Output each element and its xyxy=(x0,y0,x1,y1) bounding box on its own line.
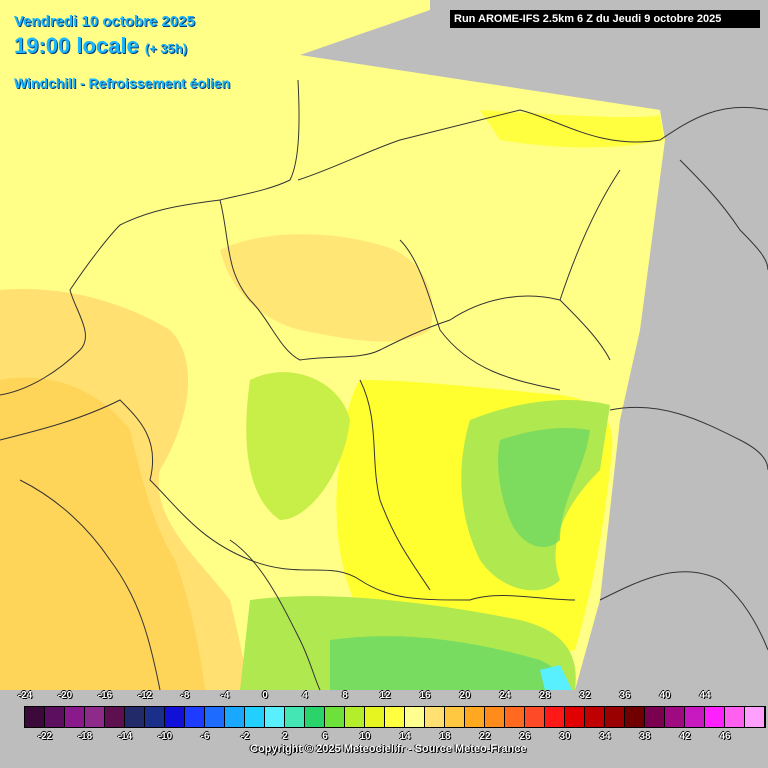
legend-top-label: 4 xyxy=(302,690,308,701)
legend-top-label: 32 xyxy=(579,690,591,701)
legend-color-cell xyxy=(685,707,705,727)
forecast-lead-time: (+ 35h) xyxy=(144,41,188,56)
legend-color-cell xyxy=(605,707,625,727)
orange-zone-north xyxy=(220,234,433,342)
legend-color-cell xyxy=(585,707,605,727)
forecast-time-value: 19:00 locale xyxy=(14,33,139,58)
legend-bottom-label: 42 xyxy=(679,731,691,742)
legend-bottom-label: -22 xyxy=(37,731,53,742)
legend-top-label: -8 xyxy=(180,690,190,701)
legend-top-label: 40 xyxy=(659,690,671,701)
legend-bottom-label: 2 xyxy=(282,731,288,742)
legend-bottom-label: 30 xyxy=(559,731,571,742)
legend-color-cell xyxy=(145,707,165,727)
legend-bottom-label: 10 xyxy=(359,731,371,742)
legend-top-label: 36 xyxy=(619,690,631,701)
borders xyxy=(0,79,768,691)
legend-top-label: 20 xyxy=(459,690,471,701)
legend-bottom-label: -2 xyxy=(240,731,250,742)
legend-color-cell xyxy=(425,707,445,727)
forecast-time: 19:00 locale (+ 35h) xyxy=(14,33,187,59)
legend-bottom-label: -14 xyxy=(117,731,133,742)
legend-bottom-label: -6 xyxy=(200,731,210,742)
legend-color-cell xyxy=(485,707,505,727)
legend-color-cell xyxy=(465,707,485,727)
legend-top-label: -12 xyxy=(137,690,153,701)
orange-zone-west-dark xyxy=(0,377,205,690)
legend-bottom-label: -18 xyxy=(77,731,93,742)
color-legend: -24 -20 -16 -12 -8 -4 0 4 8 12 16 20 24 28 32 36 40 44 -2… xyxy=(0,686,768,768)
legend-top-label: 8 xyxy=(342,690,348,701)
cyan-zone-alps xyxy=(540,665,572,690)
legend-color-cell xyxy=(205,707,225,727)
green-zone-east-dark xyxy=(498,428,590,548)
legend-color-cell xyxy=(325,707,345,727)
legend-color-cell xyxy=(245,707,265,727)
legend-bottom-label: 18 xyxy=(439,731,451,742)
legend-bottom-label: 46 xyxy=(719,731,731,742)
legend-color-cell xyxy=(705,707,725,727)
legend-color-cell xyxy=(285,707,305,727)
legend-color-cell xyxy=(225,707,245,727)
legend-color-cell xyxy=(165,707,185,727)
legend-bottom-label: 26 xyxy=(519,731,531,742)
legend-top-label: -20 xyxy=(57,690,73,701)
forecast-date: Vendredi 10 octobre 2025 xyxy=(14,13,195,30)
legend-color-cell xyxy=(85,707,105,727)
legend-color-cell xyxy=(745,707,765,727)
legend-color-cell xyxy=(505,707,525,727)
parameter-title: Windchill - Refroissement éolien xyxy=(14,75,231,91)
legend-top-label: -24 xyxy=(17,690,33,701)
legend-top-label: -4 xyxy=(220,690,230,701)
legend-color-cell xyxy=(405,707,425,727)
legend-top-label: -16 xyxy=(97,690,113,701)
legend-bottom-label: 14 xyxy=(399,731,411,742)
legend-color-cell xyxy=(645,707,665,727)
legend-color-cell xyxy=(385,707,405,727)
legend-top-label: 24 xyxy=(499,690,511,701)
legend-color-cell xyxy=(345,707,365,727)
legend-color-cell xyxy=(525,707,545,727)
legend-color-cell xyxy=(565,707,585,727)
legend-top-label: 28 xyxy=(539,690,551,701)
legend-color-cell xyxy=(125,707,145,727)
legend-color-cell xyxy=(65,707,85,727)
legend-top-label: 12 xyxy=(379,690,391,701)
legend-color-cell xyxy=(545,707,565,727)
legend-bottom-label: 6 xyxy=(322,731,328,742)
green-zone-central xyxy=(246,372,350,520)
legend-color-cell xyxy=(365,707,385,727)
legend-color-cell xyxy=(445,707,465,727)
green-zone-alps xyxy=(330,636,570,690)
legend-top-label: 0 xyxy=(262,690,268,701)
legend-color-cell xyxy=(25,707,45,727)
copyright-text: Copyright © 2025 Meteociel.fr - Source M… xyxy=(250,743,527,755)
legend-color-cell xyxy=(665,707,685,727)
legend-bottom-label: 38 xyxy=(639,731,651,742)
legend-color-cell xyxy=(265,707,285,727)
legend-color-cell xyxy=(625,707,645,727)
legend-top-label: 44 xyxy=(699,690,711,701)
legend-top-label: 16 xyxy=(419,690,431,701)
legend-color-cell xyxy=(725,707,745,727)
run-info: Run AROME-IFS 2.5km 6 Z du Jeudi 9 octob… xyxy=(450,10,760,28)
legend-color-cell xyxy=(185,707,205,727)
legend-bottom-label: -10 xyxy=(157,731,173,742)
legend-color-cell xyxy=(105,707,125,727)
legend-bottom-label: 22 xyxy=(479,731,491,742)
legend-color-cell xyxy=(305,707,325,727)
legend-bottom-label: 34 xyxy=(599,731,611,742)
legend-colorbar xyxy=(24,706,766,728)
legend-color-cell xyxy=(45,707,65,727)
